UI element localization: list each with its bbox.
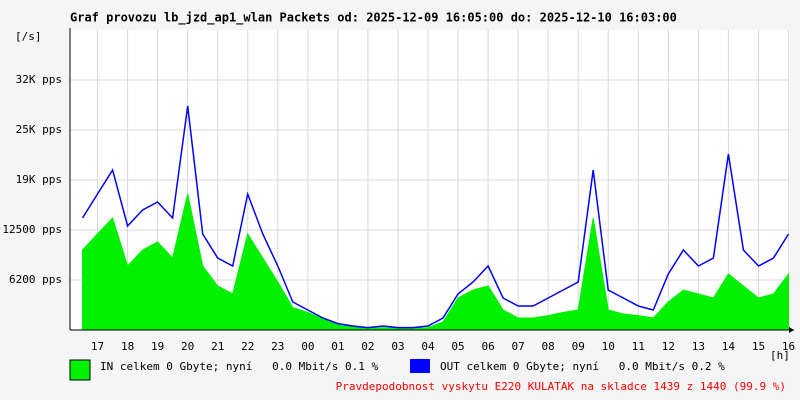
y-tick-label: 19K pps bbox=[16, 173, 62, 186]
x-tick-label: 23 bbox=[271, 340, 284, 353]
legend-entry: IN celkem 0 Gbyte; nyní 0.0 Mbit/s 0.1 % bbox=[100, 360, 379, 373]
series-line bbox=[81, 105, 790, 329]
x-tick-label: 10 bbox=[602, 340, 615, 353]
x-tick-label: 14 bbox=[722, 340, 736, 353]
x-tick-label: 04 bbox=[421, 340, 435, 353]
x-tick-label: 03 bbox=[391, 340, 404, 353]
x-tick-label: 19 bbox=[151, 340, 164, 353]
note: Pravdepodobnost vyskytu E220 KULATAK na … bbox=[336, 380, 786, 393]
x-axis-label: [h] bbox=[770, 349, 790, 362]
y-axis-label: [/s] bbox=[15, 30, 42, 43]
y-tick-label: 12500 pps bbox=[2, 223, 62, 236]
marks bbox=[81, 105, 790, 331]
x-tick-label: 13 bbox=[692, 340, 705, 353]
y-tick-label: 25K pps bbox=[16, 123, 62, 136]
x-axis-arrow bbox=[789, 327, 794, 333]
x-tick-label: 06 bbox=[481, 340, 494, 353]
legend-swatch-in bbox=[69, 359, 91, 381]
x-tick-label: 02 bbox=[361, 340, 374, 353]
legend-entry: OUT celkem 0 Gbyte; nyní 0.0 Mbit/s 0.2 … bbox=[440, 360, 725, 373]
x-tick-label: 18 bbox=[121, 340, 134, 353]
x-tick-label: 21 bbox=[211, 340, 224, 353]
x-tick-label: 15 bbox=[752, 340, 765, 353]
x-tick-label: 09 bbox=[572, 340, 585, 353]
y-tick-label: 32K pps bbox=[16, 73, 62, 86]
x-tick-label: 17 bbox=[91, 340, 104, 353]
y-tick-label: 6200 pps bbox=[9, 273, 62, 286]
x-tick-label: 16 bbox=[782, 340, 795, 353]
x-tick-label: 07 bbox=[511, 340, 524, 353]
series-area bbox=[82, 193, 789, 331]
x-tick-label: 05 bbox=[451, 340, 464, 353]
axes: 6200 pps 12500 pps 19K pps 25K pps 32K pps 17… bbox=[2, 28, 795, 353]
x-tick-label: 08 bbox=[542, 340, 555, 353]
chart-title: Graf provozu lb_jzd_ap1_wlan Packets od:… bbox=[70, 11, 677, 26]
x-tick-label: 12 bbox=[662, 340, 675, 353]
x-tick-label: 11 bbox=[632, 340, 645, 353]
x-tick-label: 01 bbox=[331, 340, 344, 353]
legend-swatch-out bbox=[410, 359, 430, 373]
x-tick-label: 22 bbox=[241, 340, 254, 353]
x-tick-label: 00 bbox=[301, 340, 314, 353]
x-tick-label: 20 bbox=[181, 340, 194, 353]
